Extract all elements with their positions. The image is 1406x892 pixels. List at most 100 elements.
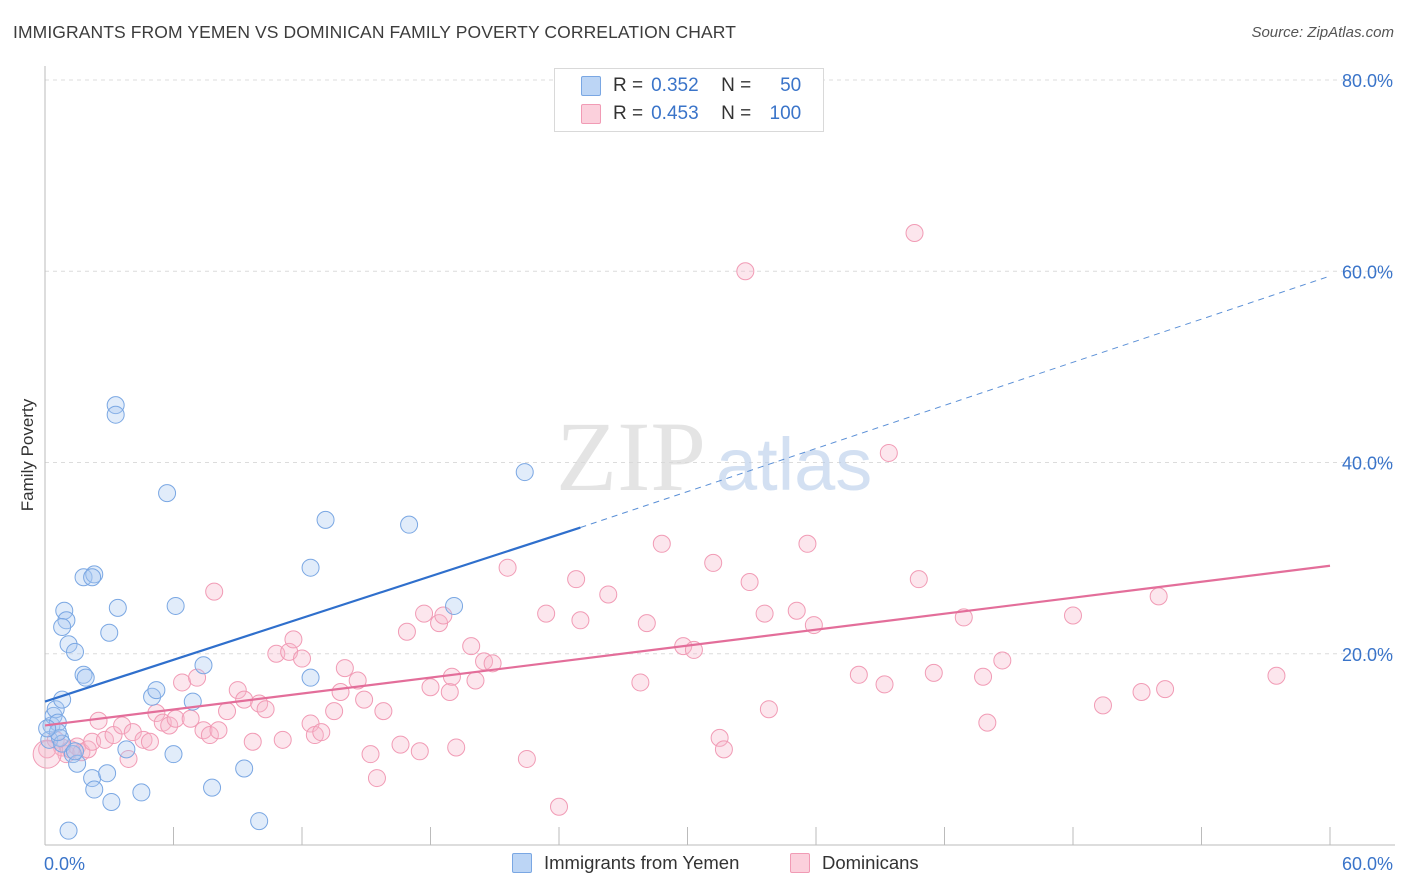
- dominicans-point: [571, 611, 590, 630]
- dominicans-point: [293, 649, 311, 668]
- dominicans-point: [637, 614, 656, 633]
- y-tick-label: 60.0%: [1342, 262, 1393, 282]
- legend-n-label: N =: [721, 103, 752, 124]
- yemen-point: [102, 792, 121, 811]
- dominicans-point: [209, 721, 228, 740]
- yemen-point: [147, 681, 166, 700]
- dominicans-point: [787, 601, 806, 620]
- source-credit: Source: ZipAtlas.com: [1251, 24, 1394, 41]
- dominicans-point: [599, 585, 618, 604]
- legend-n-value: 50: [780, 75, 802, 96]
- dominicans-point: [879, 443, 898, 462]
- dominicans-point: [517, 749, 536, 768]
- yemen-point: [76, 668, 95, 687]
- yemen-point: [53, 617, 72, 636]
- yemen-point: [301, 558, 320, 577]
- dominicans-point: [361, 745, 380, 764]
- tick-labels: 20.0% 40.0% 60.0% 80.0% 0.0% 60.0%: [44, 71, 1393, 874]
- dominicans-point: [355, 690, 374, 709]
- dominicans-point: [325, 702, 344, 721]
- y-tick-label: 40.0%: [1342, 454, 1393, 474]
- dominicans-point: [498, 558, 517, 577]
- dominicans-point: [218, 702, 237, 721]
- watermark-zip: ZIP: [556, 401, 706, 512]
- yemen-point: [301, 668, 320, 687]
- chart-title: IMMIGRANTS FROM YEMEN VS DOMINICAN FAMIL…: [13, 22, 737, 42]
- yemen-point: [85, 565, 104, 584]
- dominicans-point: [631, 673, 650, 692]
- yemen-point: [132, 783, 151, 802]
- yemen-point: [235, 759, 254, 778]
- dominicans-point: [550, 797, 568, 816]
- legend-swatch-yemen: [581, 76, 601, 96]
- dominicans-point: [1156, 680, 1175, 699]
- dominicans-point: [447, 738, 466, 757]
- dominicans-point: [440, 683, 459, 701]
- y-tick-label: 80.0%: [1342, 71, 1393, 91]
- yemen-point: [46, 700, 65, 719]
- bottom-legend-dominicans-label: Dominicans: [822, 852, 919, 873]
- correlation-legend: R = 0.352 N = 50 R = 0.453 N = 100: [554, 68, 824, 132]
- dominicans-point: [166, 709, 185, 728]
- dominicans-point: [95, 730, 114, 749]
- bottom-legend-dominicans: Dominicans: [790, 852, 919, 874]
- y-tick-label: 20.0%: [1342, 645, 1393, 665]
- dominicans-point: [954, 608, 973, 627]
- yemen-point: [108, 598, 127, 617]
- yemen-point: [65, 642, 84, 661]
- dominicans-point: [714, 740, 733, 759]
- legend-swatch-dominicans: [581, 104, 601, 124]
- dominicans-point: [755, 604, 774, 623]
- yemen-point: [203, 778, 222, 797]
- x-tick-label: 60.0%: [1342, 854, 1393, 874]
- legend-r-label: R =: [613, 75, 644, 96]
- dominicans-point: [89, 711, 108, 730]
- yemen-point: [74, 665, 93, 684]
- dominicans-point: [348, 671, 367, 690]
- yemen-point: [166, 596, 185, 615]
- dominicans-point: [924, 663, 943, 682]
- dominicans-point: [704, 553, 723, 572]
- yemen-point: [38, 719, 57, 738]
- dominicans-point: [200, 726, 219, 745]
- dominicans-point: [397, 622, 416, 641]
- dominicans-trend-line: [44, 564, 1331, 727]
- yemen-point: [85, 780, 104, 799]
- legend-row-yemen: R = 0.352 N = 50: [581, 72, 801, 100]
- dominicans-point: [228, 681, 247, 700]
- dominicans-point: [567, 570, 586, 589]
- dominicans-point: [1149, 587, 1168, 606]
- dominicans-point: [978, 713, 997, 732]
- dominicans-point: [256, 700, 275, 719]
- yemen-point: [164, 745, 183, 764]
- dominicans-point: [740, 573, 759, 592]
- dominicans-point: [312, 723, 331, 742]
- x-tick-label: 0.0%: [44, 854, 85, 874]
- bottom-legend-yemen-label: Immigrants from Yemen: [544, 852, 740, 873]
- dominicans-points: [32, 224, 1286, 816]
- yemen-point: [106, 405, 125, 424]
- yemen-point: [400, 515, 419, 534]
- dominicans-point: [483, 654, 502, 673]
- legend-n-value: 100: [769, 103, 802, 124]
- dominicans-point: [335, 659, 354, 678]
- dominicans-point: [466, 671, 485, 690]
- dominicans-point: [123, 723, 142, 742]
- dominicans-point: [798, 534, 817, 553]
- dominicans-point: [331, 683, 350, 701]
- dominicans-point: [905, 224, 924, 242]
- dominicans-point: [1093, 696, 1112, 715]
- dominicans-point: [849, 665, 868, 684]
- dominicans-point: [759, 700, 778, 719]
- legend-n-label: N =: [721, 75, 752, 96]
- bottom-swatch-dominicans: [790, 853, 810, 873]
- dominicans-point: [160, 716, 179, 735]
- dominicans-point: [736, 262, 755, 281]
- dominicans-point: [421, 678, 440, 697]
- dominicans-point: [1132, 683, 1151, 701]
- dominicans-point: [537, 604, 556, 623]
- dominicans-point: [284, 630, 303, 649]
- trend-lines: [44, 275, 1331, 727]
- dominicans-point: [391, 735, 410, 754]
